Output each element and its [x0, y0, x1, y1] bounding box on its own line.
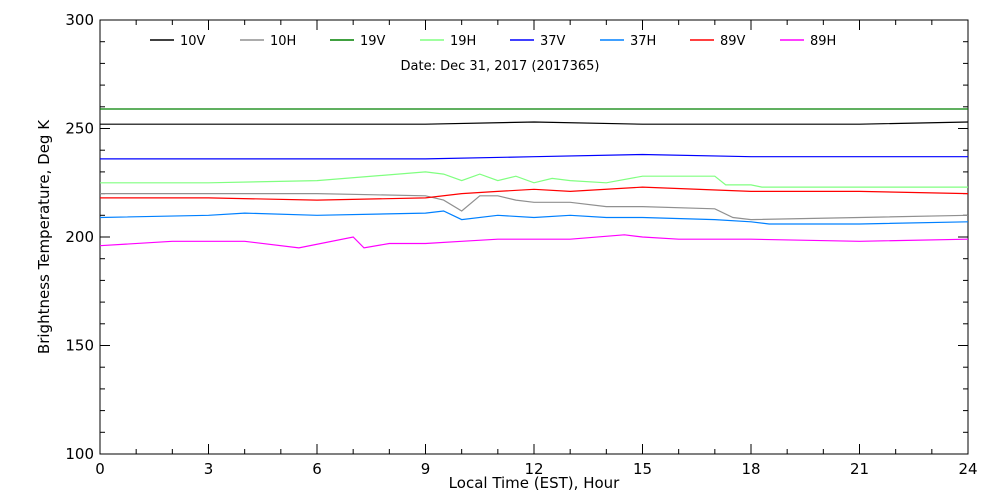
x-tick-label: 18 — [741, 460, 760, 478]
series-line-10V — [100, 121, 969, 125]
x-tick-labels: 0 3 6 9 12 15 18 21 24 — [95, 460, 977, 478]
series-line-10H — [100, 193, 969, 221]
y-tick-label: 200 — [65, 228, 94, 246]
series-line-89H — [99, 234, 969, 249]
x-tick-label: 9 — [421, 460, 431, 478]
series-lines — [99, 108, 969, 249]
legend: 10V 10H 19V 19H 37V 37H 89V 89H — [150, 34, 836, 49]
plot-frame — [99, 19, 969, 455]
x-tick-label: 6 — [312, 460, 322, 478]
legend-label-10H: 10H — [270, 34, 296, 49]
series-line-37V — [100, 153, 968, 160]
y-tick-label: 250 — [65, 120, 94, 138]
date-annotation: Date: Dec 31, 2017 (2017365) — [401, 59, 600, 74]
legend-label-37H: 37H — [630, 34, 656, 49]
legend-label-19V: 19V — [360, 34, 386, 49]
y-tick-label: 150 — [65, 337, 94, 355]
series-line-89V — [100, 186, 969, 201]
series-line-19H — [100, 171, 968, 188]
legend-label-37V: 37V — [540, 34, 566, 49]
x-tick-label: 24 — [958, 460, 977, 478]
x-tick-label: 0 — [95, 460, 105, 478]
x-tick-label: 3 — [204, 460, 214, 478]
y-tick-label: 300 — [65, 11, 94, 29]
x-axis-title: Local Time (EST), Hour — [449, 474, 620, 492]
legend-label-10V: 10V — [180, 34, 206, 49]
series-line-37H — [99, 210, 969, 225]
legend-label-19H: 19H — [450, 34, 476, 49]
y-tick-labels: 100 150 200 250 300 — [65, 11, 94, 463]
x-tick-label: 21 — [850, 460, 869, 478]
x-tick-label: 15 — [633, 460, 652, 478]
x-tick-label: 12 — [524, 460, 543, 478]
legend-label-89V: 89V — [720, 34, 746, 49]
y-axis-title: Brightness Temperature, Deg K — [35, 119, 53, 354]
y-tick-label: 100 — [65, 445, 94, 463]
legend-label-89H: 89H — [810, 34, 836, 49]
tick-marks — [99, 19, 969, 455]
